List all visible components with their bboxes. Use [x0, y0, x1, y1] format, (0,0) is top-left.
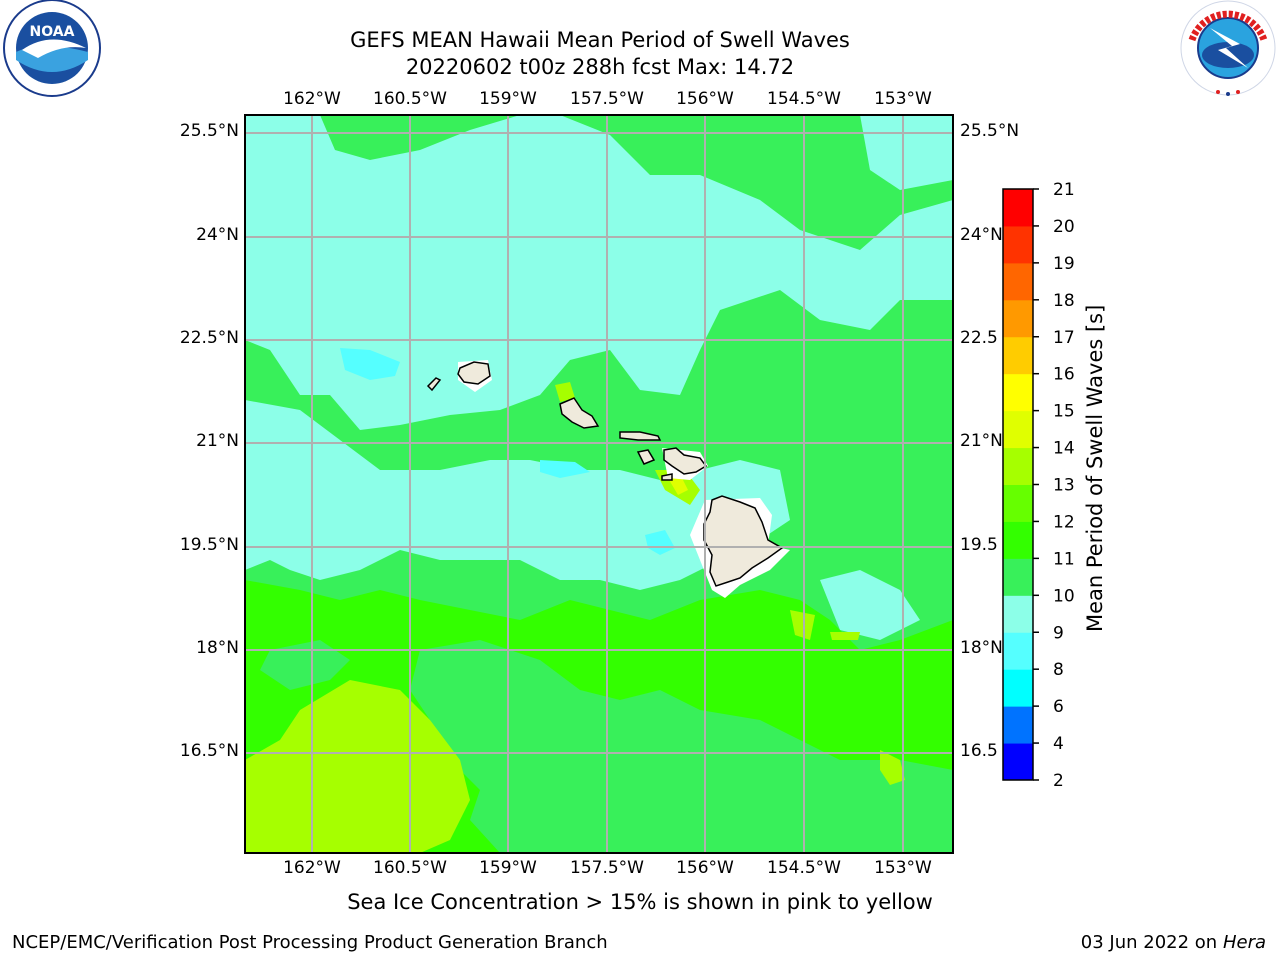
lat-tick-right-5: 18°N — [960, 638, 1003, 658]
lon-tick-top-4: 156°W — [676, 89, 734, 109]
footer-date-text: 03 Jun 2022 on — [1080, 932, 1218, 953]
island-maui — [663, 447, 708, 475]
colorbar-tick-label-11: 16 — [1053, 365, 1075, 385]
colorbar-tick-label-7: 12 — [1053, 512, 1075, 532]
field-region-cyan-north — [245, 115, 953, 430]
lon-tick-top-0: 162°W — [283, 89, 341, 109]
field-region-yellowgreen-east — [790, 610, 815, 640]
colorbar-tick-label-0: 2 — [1053, 771, 1064, 791]
colorbar-segment-5 — [1003, 558, 1033, 596]
field-region-cyan-nw — [245, 160, 300, 260]
colorbar-segment-6 — [1003, 521, 1033, 559]
colorbar-segment-2 — [1003, 669, 1033, 707]
island-kahoolawe — [661, 473, 673, 481]
nws-logo — [1178, 0, 1278, 100]
colorbar-segment-9 — [1003, 410, 1033, 449]
noaa-logo-text: NOAA — [30, 24, 75, 40]
field-region-yellowgreen-sw — [245, 680, 470, 853]
island-oahu — [559, 397, 600, 429]
colorbar-segment-15 — [1003, 189, 1033, 227]
colorbar-tick-label-14: 19 — [1053, 254, 1075, 274]
colorbar-segment-0 — [1003, 743, 1033, 781]
field-region-green2-south-1 — [410, 640, 953, 853]
title-line-2: 20220602 t00z 288h fcst Max: 14.72 — [405, 55, 795, 79]
colorbar-tick-label-16: 21 — [1053, 180, 1075, 200]
lat-tick-left-3: 21°N — [196, 431, 239, 451]
title-line-1: GEFS MEAN Hawaii Mean Period of Swell Wa… — [350, 28, 850, 52]
island-lanai — [636, 449, 656, 465]
colorbar-tick-label-9: 14 — [1053, 439, 1075, 459]
colorbar-segment-11 — [1003, 336, 1033, 375]
colorbar-tick-label-3: 8 — [1053, 660, 1064, 680]
colorbar-segment-4 — [1003, 595, 1033, 633]
colorbar-label: Mean Period of Swell Waves [s] — [1083, 304, 1107, 632]
lat-tick-left-6: 16.5°N — [179, 741, 239, 761]
field-region-lightcyan-1 — [340, 348, 400, 380]
island-kauai — [457, 361, 491, 385]
colorbar-tick-label-1: 4 — [1053, 734, 1064, 754]
sea-ice-caption: Sea Ice Concentration > 15% is shown in … — [347, 890, 933, 914]
map-frame — [244, 114, 954, 854]
colorbar-segment-7 — [1003, 484, 1033, 522]
footer-machine: Hera — [1222, 932, 1266, 953]
lat-tick-left-0: 25.5°N — [179, 121, 239, 141]
lat-tick-right-6: 16.5 — [960, 741, 998, 761]
lat-tick-right-3: 21°N — [960, 431, 1003, 451]
colorbar-segment-3 — [1003, 632, 1033, 670]
lon-tick-top-6: 153°W — [874, 89, 932, 109]
lon-tick-bottom-5: 154.5°W — [767, 858, 841, 878]
colorbar: 2 4 6 8 9 10 11 12 13 14 15 16 17 18 19 20 21 — [1002, 180, 1075, 791]
field-region-lightcyan-2 — [645, 530, 675, 555]
colorbar-tick-label-15: 20 — [1053, 217, 1075, 237]
lat-tick-right-4: 19.5 — [960, 535, 998, 555]
noaa-logo: NOAA — [2, 0, 102, 100]
lon-tick-bottom-0: 162°W — [283, 858, 341, 878]
map-field — [245, 115, 953, 853]
colorbar-tick-label-2: 6 — [1053, 697, 1064, 717]
field-region-green2-south-2 — [260, 640, 350, 690]
field-region-yellowgreen-island — [555, 382, 575, 402]
colorbar-segment-14 — [1003, 225, 1033, 264]
lat-tick-right-1: 24°N — [960, 225, 1003, 245]
lon-tick-bottom-6: 153°W — [874, 858, 932, 878]
colorbar-tick-label-5: 10 — [1053, 586, 1075, 606]
lon-tick-bottom-1: 160.5°W — [373, 858, 447, 878]
colorbar-segment-13 — [1003, 262, 1033, 301]
field-region-yellowgreen-se — [880, 750, 905, 785]
colorbar-segment-10 — [1003, 373, 1033, 412]
colorbar-segment-1 — [1003, 706, 1033, 744]
field-region-cyan-se — [820, 570, 920, 640]
lat-tick-left-5: 18°N — [196, 638, 239, 658]
lon-tick-bottom-2: 159°W — [479, 858, 537, 878]
field-region-yellowgreen-east2 — [830, 632, 860, 640]
footer-date: 03 Jun 2022 on Hera — [1081, 932, 1266, 953]
lat-tick-left-1: 24°N — [196, 225, 239, 245]
colorbar-segment-8 — [1003, 447, 1033, 485]
colorbar-segment-12 — [1003, 299, 1033, 338]
lon-tick-bottom-3: 157.5°W — [570, 858, 644, 878]
island-niihau — [426, 377, 442, 392]
lon-tick-top-5: 154.5°W — [767, 89, 841, 109]
island-molokai — [619, 431, 662, 441]
lon-tick-bottom-4: 156°W — [676, 858, 734, 878]
colorbar-tick-label-13: 18 — [1053, 291, 1075, 311]
lon-tick-top-3: 157.5°W — [570, 89, 644, 109]
lat-tick-right-0: 25.5°N — [960, 121, 1020, 141]
lat-tick-left-4: 19.5°N — [179, 535, 239, 555]
map-gridlines — [245, 115, 953, 853]
lon-tick-top-1: 160.5°W — [373, 89, 447, 109]
lat-tick-left-2: 22.5°N — [179, 328, 239, 348]
field-region-yellowgreen-maui2 — [668, 478, 688, 495]
colorbar-tick-label-10: 15 — [1053, 402, 1075, 422]
footer-branch: NCEP/EMC/Verification Post Processing Pr… — [12, 932, 608, 953]
colorbar-tick-label-6: 11 — [1053, 549, 1075, 569]
colorbar-tick-label-12: 17 — [1053, 328, 1075, 348]
lat-tick-right-2: 22.5 — [960, 328, 998, 348]
colorbar-tick-label-8: 13 — [1053, 476, 1075, 496]
field-region-lightcyan-3 — [540, 460, 590, 478]
colorbar-tick-label-4: 9 — [1053, 623, 1064, 643]
lon-tick-top-2: 159°W — [479, 89, 537, 109]
